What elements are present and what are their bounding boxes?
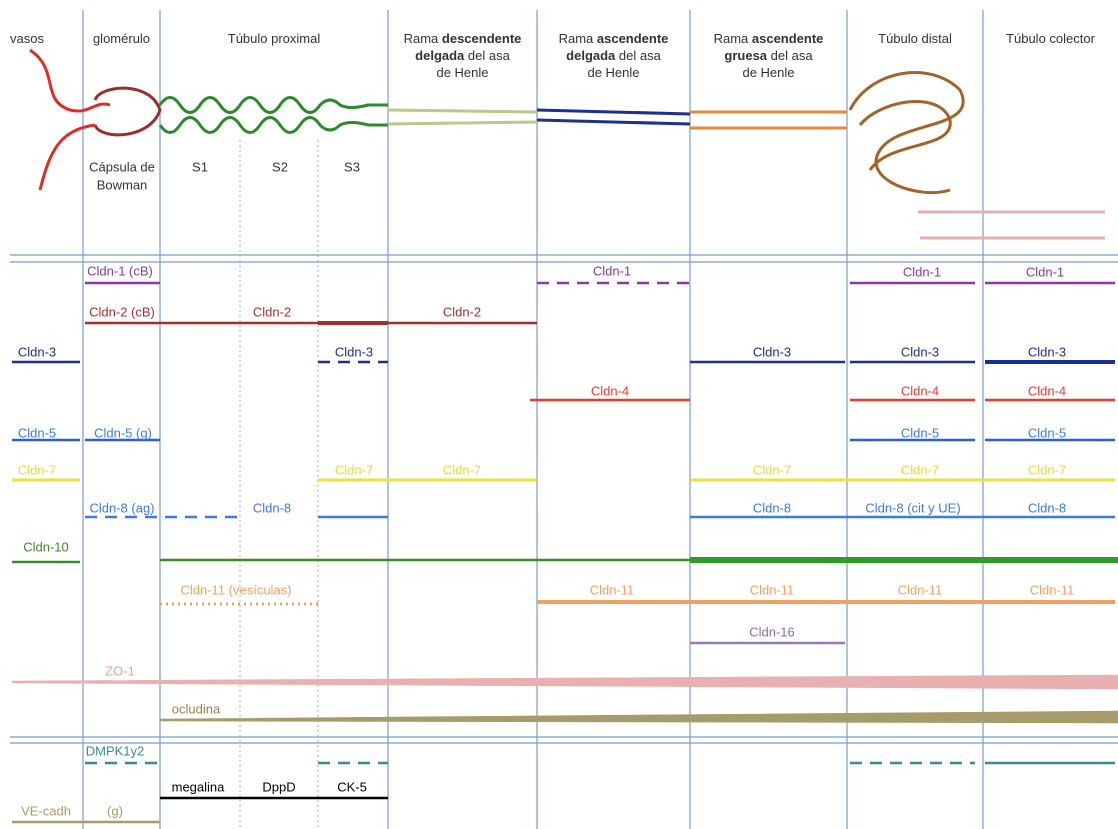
marker-label: Cldn-3 (753, 344, 791, 359)
header-text: glomérulo (93, 31, 150, 46)
marker-label: Cldn-8 (753, 500, 791, 515)
marker-label: Cldn-7 (335, 462, 373, 477)
header-text: vasos (10, 31, 44, 46)
marker-label: Cldn-5 (901, 425, 939, 440)
marker-label: Cldn-5 (g) (94, 425, 152, 440)
segment-label: S1 (192, 159, 208, 174)
marker-label: Cldn-7 (753, 462, 791, 477)
marker-label: Cldn-4 (901, 383, 939, 398)
marker-label: Cldn-5 (1028, 425, 1066, 440)
marker-label: Cldn-1 (593, 263, 631, 278)
column-header: Rama descendente delgada del asa de Henle (388, 30, 537, 81)
marker-label: Cldn-4 (591, 383, 629, 398)
header-text: Túbulo colector (1006, 31, 1095, 46)
header-text: de Henle (742, 65, 794, 80)
header-text: del asa (464, 48, 510, 63)
marker-label: Cldn-2 (cB) (89, 304, 155, 319)
marker-label: Cldn-11 (vesículas) (180, 582, 291, 597)
marker-label: Cldn-5 (18, 425, 56, 440)
header-text: delgada (566, 48, 615, 63)
segment-label: Bowman (97, 177, 148, 192)
marker-label: VE-cadh (21, 803, 71, 818)
header-text: Túbulo proximal (228, 31, 321, 46)
header-text: Túbulo distal (878, 31, 952, 46)
marker-label: Cldn-2 (443, 304, 481, 319)
column-header: glomérulo (83, 30, 160, 47)
marker-label: Cldn-8 (cit y UE) (865, 500, 960, 515)
marker-label: Cldn-3 (335, 344, 373, 359)
header-text: del asa (615, 48, 661, 63)
marker-label: Cldn-7 (901, 462, 939, 477)
marker-label: Cldn-11 (750, 582, 795, 597)
segment-dividers (240, 140, 318, 829)
segment-label: Cápsula de (89, 159, 155, 174)
marker-label: Cldn-11 (898, 582, 943, 597)
page: Cápsula de Bowman S1 S2 S3 Cldn-1 (cB) Cldn-1 C… (0, 0, 1118, 829)
marker-label: DMPK1y2 (86, 743, 145, 758)
marker-label: Cldn-2 (253, 304, 291, 319)
marker-label: Cldn-8 (253, 500, 291, 515)
header-text: del asa (767, 48, 813, 63)
marker-label: CK-5 (337, 779, 367, 794)
header-text: Rama (404, 31, 442, 46)
column-header: Túbulo colector (983, 30, 1118, 47)
marker-label: (g) (107, 803, 123, 818)
marker-label: Cldn-16 (749, 624, 795, 639)
marker-label: Cldn-8 (ag) (89, 500, 154, 515)
marker-label: Cldn-8 (1028, 500, 1066, 515)
header-text: de Henle (436, 65, 488, 80)
marker-label: Cldn-3 (1028, 344, 1066, 359)
diagram: Cápsula de Bowman S1 S2 S3 Cldn-1 (cB) Cldn-1 C… (0, 0, 1118, 829)
marker-label: Cldn-7 (443, 462, 481, 477)
marker-label: Cldn-3 (18, 344, 56, 359)
marker-label: Cldn-3 (901, 344, 939, 359)
marker-label: DppD (262, 779, 295, 794)
marker-label: Cldn-11 (590, 582, 635, 597)
marker-label: Cldn-7 (1028, 462, 1066, 477)
header-text: Rama (559, 31, 597, 46)
marker-label: megalina (172, 779, 226, 794)
header-text: ascendente (752, 31, 824, 46)
marker-label: ocludina (172, 701, 221, 716)
header-text: delgada (415, 48, 464, 63)
header-text: descendente (442, 31, 521, 46)
header-text: ascendente (597, 31, 669, 46)
marker-label: Cldn-1 (cB) (87, 263, 153, 278)
marker-label: Cldn-7 (18, 462, 56, 477)
column-header: vasos (10, 30, 83, 47)
header-text: Rama (714, 31, 752, 46)
column-header: Rama ascendente gruesa del asa de Henle (690, 30, 847, 81)
marker-label: Cldn-4 (1028, 383, 1066, 398)
header-text: de Henle (587, 65, 639, 80)
marker-label: Cldn-11 (1030, 582, 1075, 597)
marker-lines (12, 283, 1118, 822)
column-header: Túbulo proximal (160, 30, 388, 47)
column-header: Túbulo distal (847, 30, 983, 47)
segment-label: S2 (272, 159, 288, 174)
segment-label: S3 (344, 159, 360, 174)
marker-label: Cldn-10 (23, 539, 69, 554)
marker-label: Cldn-1 (1026, 264, 1064, 279)
marker-label: ZO-1 (105, 663, 135, 678)
column-header: Rama ascendente delgada del asa de Henle (537, 30, 690, 81)
header-text: gruesa (724, 48, 767, 63)
marker-label: Cldn-1 (903, 264, 941, 279)
